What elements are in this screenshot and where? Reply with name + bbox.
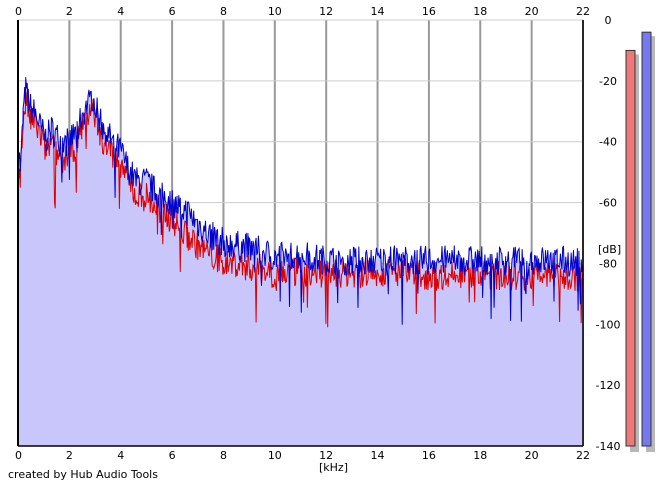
x-tick-label-top: 6	[169, 5, 176, 18]
x-tick-label: 22	[576, 449, 590, 462]
y-tick-label: -120	[596, 379, 621, 392]
y-tick-label: -60	[599, 197, 617, 210]
x-tick-label-top: 18	[473, 5, 487, 18]
x-tick-label-top: 8	[220, 5, 227, 18]
x-tick-label: 14	[371, 449, 385, 462]
x-tick-label: 10	[268, 449, 282, 462]
x-tick-label: 18	[473, 449, 487, 462]
y-tick-label: -140	[596, 440, 621, 453]
series-line-0	[17, 77, 584, 325]
x-tick-label-top: 2	[66, 5, 73, 18]
x-tick-label-top: 20	[525, 5, 539, 18]
x-tick-label-top: 14	[371, 5, 385, 18]
x-tick-label: 20	[525, 449, 539, 462]
y-tick-label: -20	[599, 75, 617, 88]
x-tick-label: 2	[66, 449, 73, 462]
series-line-1	[17, 91, 584, 328]
x-tick-label-top: 22	[576, 5, 590, 18]
x-tick-label: 16	[422, 449, 436, 462]
x-tick-label-top: 0	[15, 5, 22, 18]
y-tick-label: -40	[599, 136, 617, 149]
y-axis-label: [dB]	[598, 243, 621, 256]
x-tick-label: 6	[169, 449, 176, 462]
x-tick-label-top: 10	[268, 5, 282, 18]
x-tick-label-top: 12	[319, 5, 333, 18]
x-tick-label: 4	[117, 449, 124, 462]
credit-text: created by Hub Audio Tools	[8, 468, 158, 481]
x-tick-label-top: 16	[422, 5, 436, 18]
x-tick-label: 12	[319, 449, 333, 462]
axes	[17, 20, 584, 447]
x-axis-label: [kHz]	[319, 461, 348, 474]
level-meter-right	[641, 31, 652, 447]
tick-labels: 002244668810101212141416161818202022220-…	[15, 5, 620, 462]
level-meter-left	[625, 49, 636, 447]
level-meters	[625, 31, 655, 453]
y-tick-label: -100	[596, 318, 621, 331]
x-tick-label: 8	[220, 449, 227, 462]
y-tick-label: -80	[599, 257, 617, 270]
y-tick-label: 0	[605, 14, 612, 27]
x-tick-label: 0	[15, 449, 22, 462]
x-tick-label-top: 4	[117, 5, 124, 18]
series-layer	[17, 77, 584, 328]
